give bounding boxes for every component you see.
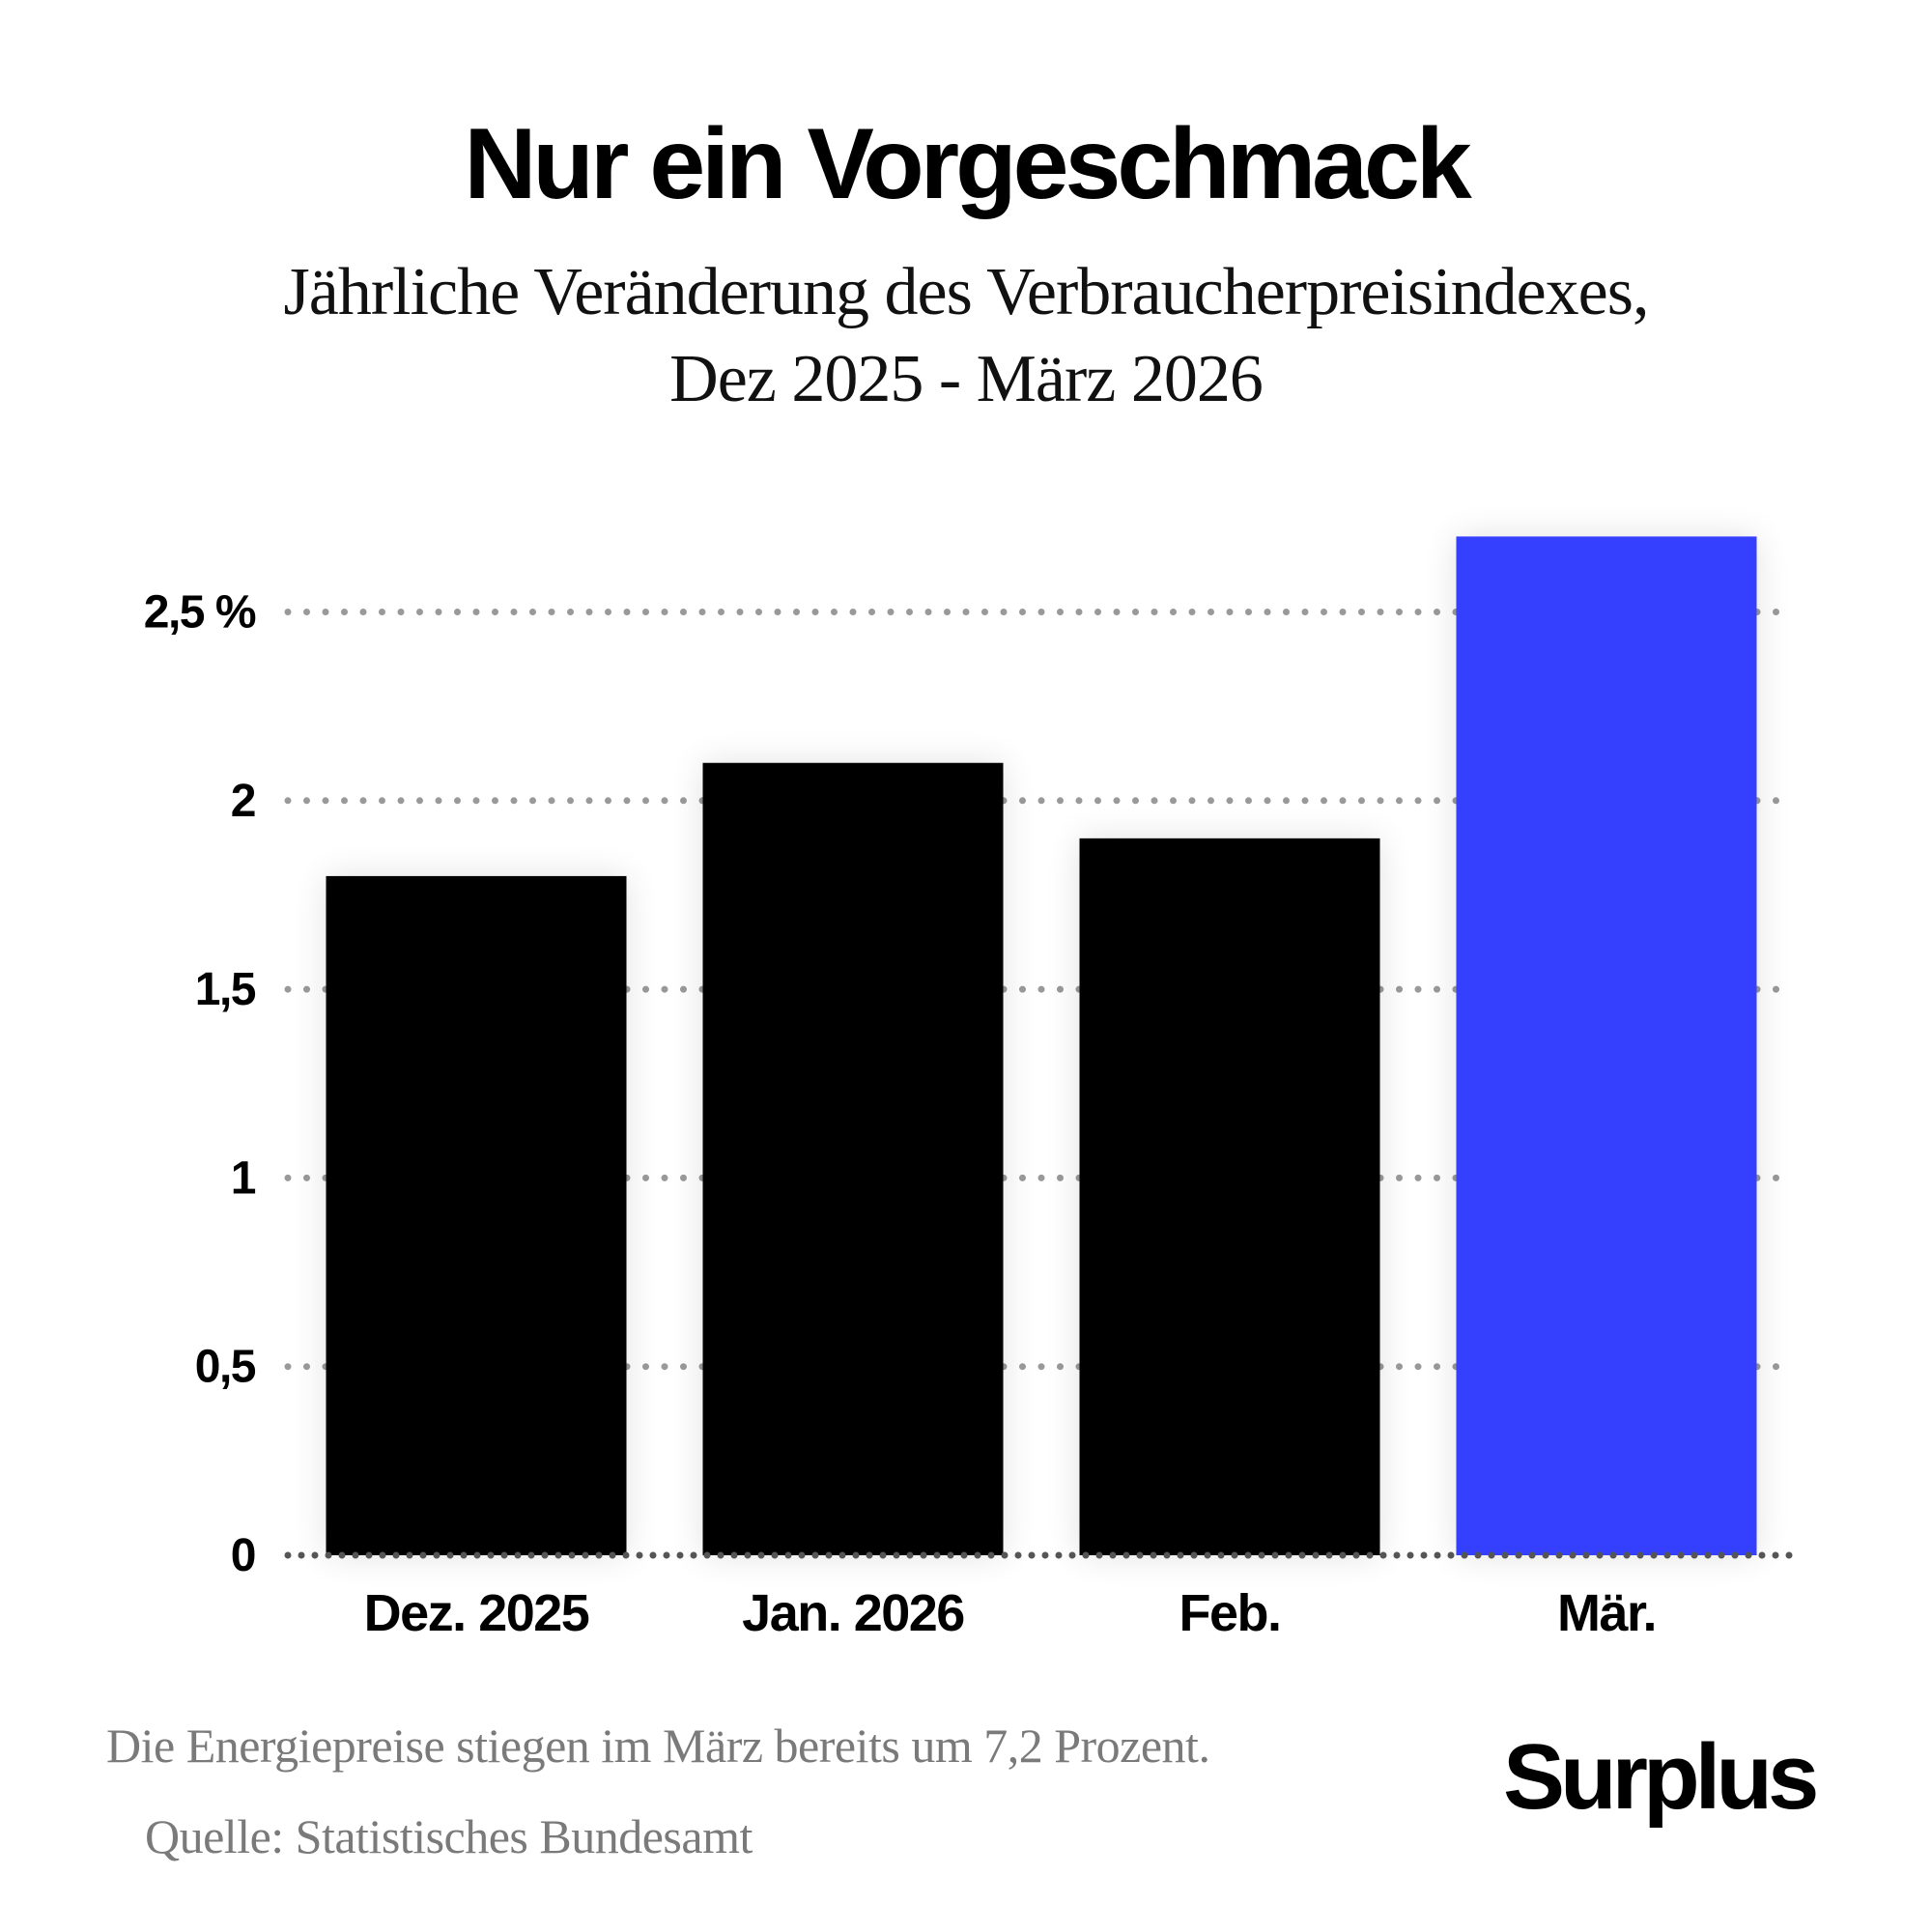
bar-mär: [1456, 536, 1757, 1555]
source-note: Quelle: Statistisches Bundesamt: [145, 1809, 753, 1863]
gridlines: [284, 609, 1799, 1371]
bar-jan-2026: [702, 762, 1004, 1555]
bar-dez-2025: [326, 875, 627, 1555]
x-tick-label: Jan. 2026: [742, 1584, 964, 1642]
subtitle-line-2: Dez 2025 - März 2026: [669, 342, 1264, 416]
bar-feb: [1079, 838, 1380, 1555]
y-tick-label: 0: [231, 1530, 255, 1581]
x-tick-label: Feb.: [1179, 1584, 1280, 1642]
x-tick-label: Mär.: [1557, 1584, 1656, 1642]
y-tick-label: 2: [231, 776, 255, 827]
y-tick-label: 1: [231, 1152, 256, 1204]
chart-subtitle: Jährliche Veränderung des Verbraucherpre…: [0, 249, 1932, 423]
footnote: Die Energiepreise stiegen im März bereit…: [106, 1719, 1210, 1773]
surplus-logo: Surplus: [1503, 1725, 1819, 1829]
chart-title: Nur ein Vorgeschmack: [464, 108, 1471, 220]
x-tick-label: Dez. 2025: [364, 1584, 589, 1642]
y-tick-label: 1,5: [195, 964, 256, 1015]
subtitle-line-1: Jährliche Veränderung des Verbraucherpre…: [283, 255, 1650, 329]
x-axis-labels: Dez. 2025 Jan. 2026 Feb. Mär.: [364, 1584, 1658, 1642]
y-axis-labels: 0 0,5 1 1,5 2 2,5 %: [144, 587, 258, 1582]
bars: [326, 536, 1757, 1555]
y-tick-label: 2,5 %: [144, 587, 256, 639]
y-tick-label: 0,5: [195, 1342, 256, 1393]
